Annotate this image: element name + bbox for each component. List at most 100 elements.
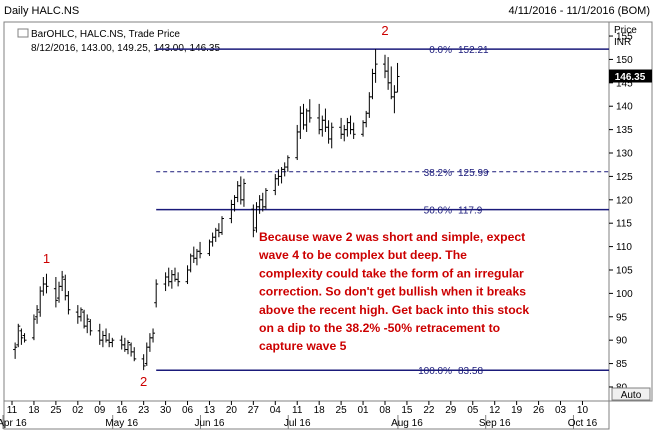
ohlc-bar: [88, 319, 93, 336]
ohlc-bar: [19, 328, 24, 345]
price-tick-label: 130: [616, 149, 633, 160]
time-tick-label: 11: [7, 405, 18, 416]
ohlc-bar: [132, 347, 137, 362]
annotation-line: Because wave 2 was short and simple, exp…: [259, 230, 525, 244]
time-tick-label: 25: [50, 405, 62, 416]
time-tick-label: 02: [72, 405, 84, 416]
fib-level-value: 125.99: [458, 168, 489, 179]
current-price-value: 146.35: [615, 72, 646, 83]
price-tick-label: 155: [616, 32, 633, 43]
time-tick-label: 20: [226, 405, 238, 416]
price-axis-unit: INR: [614, 37, 631, 48]
time-tick-label: 05: [467, 405, 479, 416]
annotation-line: capture wave 5: [259, 339, 347, 353]
price-tick-label: 150: [616, 55, 633, 66]
legend-series-text: BarOHLC, HALC.NS, Trade Price: [31, 29, 180, 40]
time-tick-label: 01: [357, 405, 369, 416]
time-tick-label: 16: [116, 405, 128, 416]
ohlc-bar: [66, 291, 71, 315]
month-label: Jun 16: [194, 418, 224, 429]
month-label: Sep 16: [479, 418, 511, 429]
time-tick-label: 18: [314, 405, 326, 416]
annotation-line: on a dip to the 38.2% -50% retracement t…: [259, 321, 500, 335]
time-tick-label: 06: [182, 405, 194, 416]
price-tick-label: 115: [616, 219, 632, 230]
annotation-line: complexity could take the form of an irr…: [259, 266, 524, 280]
time-tick-label: 26: [533, 405, 545, 416]
annotation-text-block: Because wave 2 was short and simple, exp…: [258, 230, 529, 353]
chart-title: Daily HALC.NS: [4, 5, 79, 17]
fibonacci-retracement[interactable]: 0.0% 152.21 38.2% 125.99 50.0% 117.9 100.0% 83.…: [156, 45, 609, 377]
wave-label: 2: [140, 374, 147, 389]
ohlc-bar: [285, 155, 290, 172]
ohlc-bar: [395, 62, 400, 93]
current-price-badge-bg: [609, 69, 652, 83]
ohlc-bar: [78, 307, 83, 322]
wave-label: 2: [381, 23, 388, 38]
current-price-badge: 146.35: [609, 69, 652, 83]
wave-label: 1: [43, 251, 50, 266]
price-axis-ticks: 8085909510010511011512012513013514014515…: [609, 32, 633, 393]
wave-labels: 1 2 2: [43, 23, 389, 389]
month-label: Oct 16: [568, 418, 598, 429]
ohlc-bar: [31, 314, 36, 341]
time-tick-label: 29: [445, 405, 457, 416]
ohlc-bar: [85, 314, 90, 334]
ohlc-bar: [176, 272, 181, 287]
time-tick-label: 08: [379, 405, 391, 416]
date-range-label: 4/11/2016 - 11/1/2016 (BOM): [509, 5, 650, 17]
time-axis-area[interactable]: [3, 400, 610, 430]
price-tick-label: 120: [616, 195, 633, 206]
ohlc-series: [13, 49, 400, 371]
legend: BarOHLC, HALC.NS, Trade Price 8/12/2016,…: [17, 28, 220, 54]
price-tick-label: 125: [616, 172, 633, 183]
time-tick-label: 13: [204, 405, 216, 416]
ohlc-bar: [151, 328, 156, 343]
legend-ohlc-text: 8/12/2016, 143.00, 149.25, 143.00, 146.3…: [31, 43, 220, 54]
time-tick-label: 25: [336, 405, 348, 416]
ohlc-bar: [22, 333, 27, 343]
ohlc-bar: [60, 270, 65, 292]
auto-scale-button[interactable]: [611, 387, 651, 401]
month-label: Apr 16: [0, 418, 27, 429]
time-tick-label: 18: [28, 405, 40, 416]
price-axis-title: Price: [614, 25, 637, 36]
price-tick-label: 100: [616, 289, 633, 300]
price-tick-label: 145: [616, 78, 633, 89]
ohlc-bar: [44, 273, 49, 294]
ohlc-bar: [241, 178, 246, 207]
ohlc-bar: [35, 305, 40, 324]
legend-swatch-icon: [17, 28, 29, 38]
time-tick-label: 22: [423, 405, 435, 416]
ohlc-bar: [329, 122, 334, 149]
fib-level-percent: 0.0%: [429, 45, 452, 56]
ohlc-bar: [251, 204, 256, 238]
fib-level-percent: 100.0%: [418, 366, 452, 377]
ohlc-bar: [198, 241, 203, 259]
time-tick-label: 15: [401, 405, 413, 416]
ohlc-bar: [13, 342, 18, 359]
annotation-line: wave 4 to be complex but deep. The: [258, 248, 467, 262]
time-tick-label: 19: [511, 405, 523, 416]
time-tick-label: 10: [577, 405, 589, 416]
ohlc-bar: [154, 279, 159, 308]
time-tick-label: 11: [292, 405, 303, 416]
price-tick-label: 110: [616, 242, 632, 253]
ohlc-bar: [307, 99, 312, 123]
annotation-line: above the recent high. Get back into thi…: [259, 303, 529, 317]
ohlc-bar: [53, 277, 58, 308]
ohlc-bar: [16, 323, 21, 348]
price-axis-area[interactable]: [608, 21, 653, 402]
time-tick-label: 30: [160, 405, 172, 416]
fib-level-value: 117.9: [458, 206, 483, 217]
time-tick-label: 04: [270, 405, 282, 416]
price-tick-label: 90: [616, 336, 628, 347]
ohlc-bar: [373, 49, 378, 83]
ohlc-bar: [263, 188, 268, 210]
time-tick-label: 03: [555, 405, 567, 416]
plot-area[interactable]: [3, 21, 610, 402]
month-label: May 16: [105, 418, 138, 429]
ohlc-bar: [141, 354, 146, 371]
